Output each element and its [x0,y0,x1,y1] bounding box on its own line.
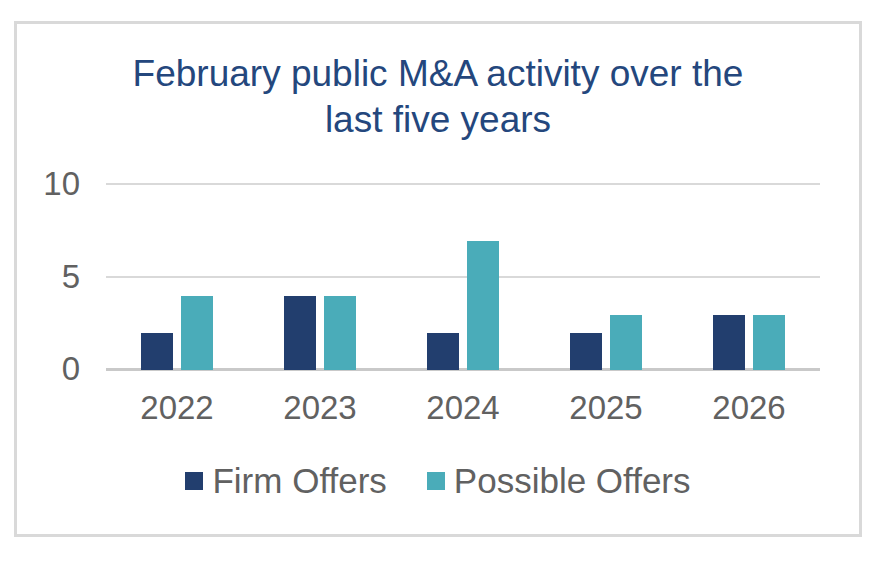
legend-item-possible-offers: Possible Offers [427,461,691,501]
bar-2024-possible-offers [467,241,499,371]
bar-2025-possible-offers [610,315,642,371]
x-tick-label-2026: 2026 [689,388,809,428]
legend-swatch-firm-offers [185,472,203,490]
legend-label-firm-offers: Firm Offers [212,461,386,501]
y-tick-label-0: 0 [22,348,80,390]
x-tick-label-2022: 2022 [117,388,237,428]
legend-label-possible-offers: Possible Offers [454,461,691,501]
y-tick-label-10: 10 [22,163,80,205]
chart-title: February public M&A activity over the la… [17,51,859,143]
bar-2025-firm-offers [570,333,602,370]
bar-2026-firm-offers [713,315,745,371]
x-tick-label-2025: 2025 [546,388,666,428]
bar-2023-possible-offers [324,296,356,370]
chart-frame: February public M&A activity over the la… [14,21,862,537]
chart-canvas: February public M&A activity over the la… [0,0,883,564]
legend-swatch-possible-offers [427,472,445,490]
legend: Firm Offers Possible Offers [17,459,859,503]
legend-item-firm-offers: Firm Offers [185,461,386,501]
plot-area: 051020222023202420252026 [106,184,820,369]
x-tick-label-2024: 2024 [403,388,523,428]
bar-2022-firm-offers [141,333,173,370]
gridline-10 [106,183,820,185]
bar-2023-firm-offers [284,296,316,370]
chart-title-text: February public M&A activity over the la… [118,51,758,143]
bar-2024-firm-offers [427,333,459,370]
bar-2022-possible-offers [181,296,213,370]
bar-2026-possible-offers [753,315,785,371]
y-tick-label-5: 5 [22,256,80,298]
gridline-5 [106,276,820,278]
x-tick-label-2023: 2023 [260,388,380,428]
